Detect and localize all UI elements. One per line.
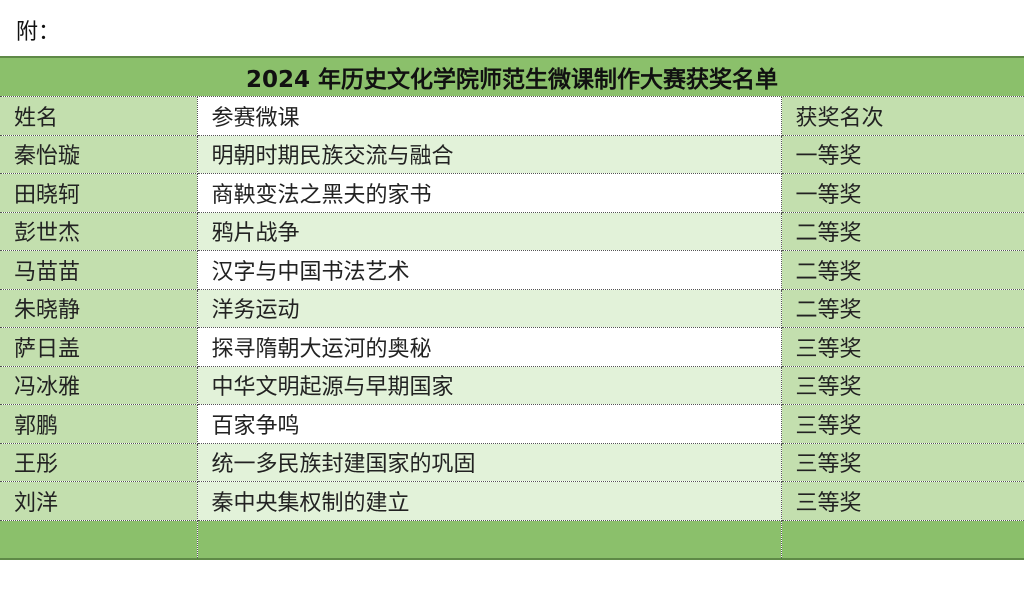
cell-course: 明朝时期民族交流与融合 (196, 134, 782, 174)
cell-name: 田晓轲 (0, 173, 198, 213)
table-row: 朱晓静 洋务运动 二等奖 (0, 288, 1024, 328)
cell-name: 冯冰雅 (0, 365, 198, 405)
cell-name: 朱晓静 (0, 288, 198, 328)
header-award: 获奖名次 (780, 96, 1024, 136)
appendix-label: 附： (16, 20, 61, 45)
cell-award: 三等奖 (780, 327, 1024, 367)
header-name: 姓名 (0, 96, 198, 136)
cell-award: 一等奖 (780, 134, 1024, 174)
table-row: 彭世杰 鸦片战争 二等奖 (0, 211, 1024, 251)
cell-award: 二等奖 (780, 250, 1024, 290)
cell-name: 王彤 (0, 442, 198, 482)
footer-cell (780, 519, 1024, 560)
cell-course: 汉字与中国书法艺术 (196, 250, 782, 290)
table-title: 2024 年历史文化学院师范生微课制作大赛获奖名单 (0, 56, 1024, 97)
cell-award: 二等奖 (780, 288, 1024, 328)
footer-cell (196, 519, 782, 560)
cell-name: 秦怡璇 (0, 134, 198, 174)
header-row: 姓名 参赛微课 获奖名次 (0, 96, 1024, 136)
cell-name: 马苗苗 (0, 250, 198, 290)
cell-course: 百家争鸣 (196, 404, 782, 444)
table-row: 田晓轲 商鞅变法之黑夫的家书 一等奖 (0, 173, 1024, 213)
footer-row (0, 519, 1024, 560)
table-row: 冯冰雅 中华文明起源与早期国家 三等奖 (0, 365, 1024, 405)
table-row: 郭鹏 百家争鸣 三等奖 (0, 404, 1024, 444)
cell-course: 商鞅变法之黑夫的家书 (196, 173, 782, 213)
table-row: 萨日盖 探寻隋朝大运河的奥秘 三等奖 (0, 327, 1024, 367)
table-row: 马苗苗 汉字与中国书法艺术 二等奖 (0, 250, 1024, 290)
cell-course: 探寻隋朝大运河的奥秘 (196, 327, 782, 367)
cell-name: 彭世杰 (0, 211, 198, 251)
cell-name: 萨日盖 (0, 327, 198, 367)
cell-course: 统一多民族封建国家的巩固 (196, 442, 782, 482)
table-row: 刘洋 秦中央集权制的建立 三等奖 (0, 481, 1024, 521)
cell-award: 三等奖 (780, 404, 1024, 444)
award-table: 2024 年历史文化学院师范生微课制作大赛获奖名单 姓名 参赛微课 获奖名次 秦… (0, 56, 1024, 560)
cell-award: 三等奖 (780, 481, 1024, 521)
footer-cell (0, 519, 198, 560)
cell-award: 三等奖 (780, 442, 1024, 482)
table-row: 秦怡璇 明朝时期民族交流与融合 一等奖 (0, 134, 1024, 174)
table-title-row: 2024 年历史文化学院师范生微课制作大赛获奖名单 (0, 56, 1024, 97)
cell-award: 三等奖 (780, 365, 1024, 405)
table-row: 王彤 统一多民族封建国家的巩固 三等奖 (0, 442, 1024, 482)
cell-course: 中华文明起源与早期国家 (196, 365, 782, 405)
cell-award: 二等奖 (780, 211, 1024, 251)
cell-name: 郭鹏 (0, 404, 198, 444)
cell-name: 刘洋 (0, 481, 198, 521)
header-course: 参赛微课 (196, 96, 782, 136)
cell-course: 洋务运动 (196, 288, 782, 328)
cell-course: 秦中央集权制的建立 (196, 481, 782, 521)
cell-course: 鸦片战争 (196, 211, 782, 251)
cell-award: 一等奖 (780, 173, 1024, 213)
